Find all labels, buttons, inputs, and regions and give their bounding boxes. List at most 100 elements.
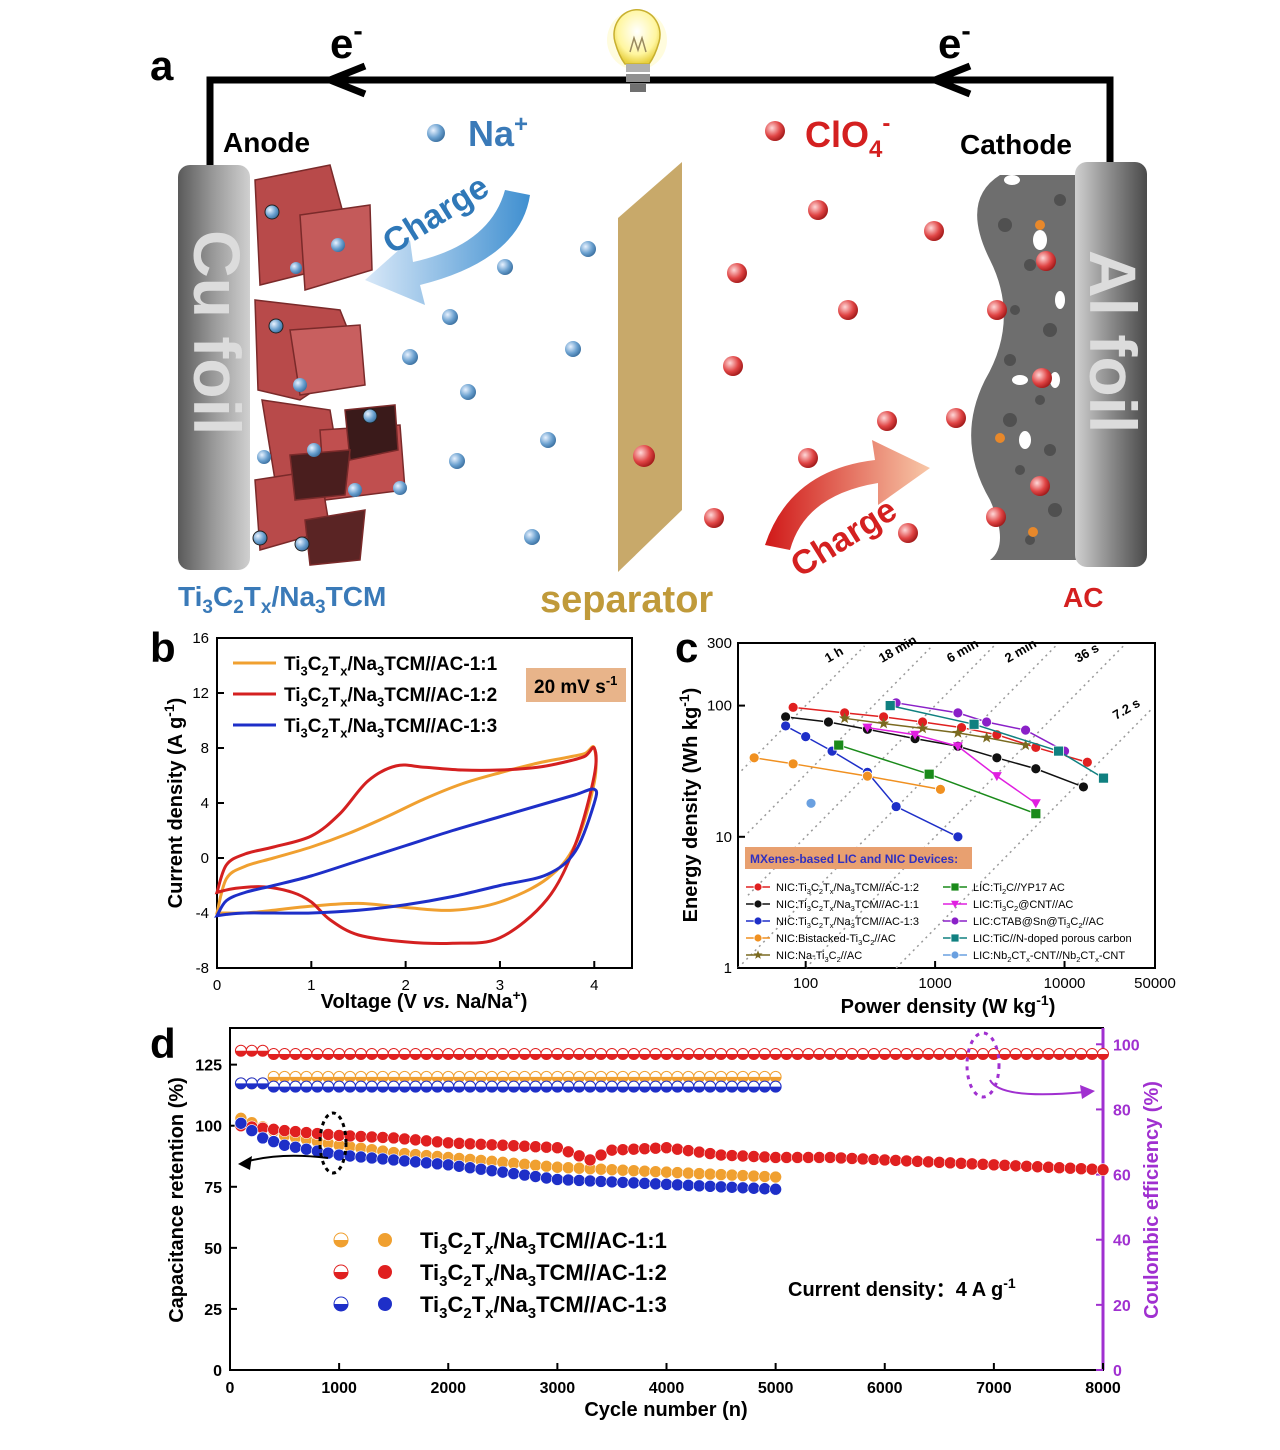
efficiency-point-fill [431, 1076, 443, 1083]
efficiency-point-fill [508, 1076, 520, 1083]
y-right-tick-label: 60 [1113, 1168, 1131, 1185]
retention-point [780, 1151, 793, 1164]
efficiency-point-fill [704, 1076, 716, 1083]
y-tick-label: 75 [204, 1180, 222, 1197]
retention-point [300, 1142, 313, 1156]
retention-point [529, 1170, 542, 1183]
y-tick-label: -4 [196, 905, 209, 922]
ac-orange-particles [995, 220, 1045, 537]
retention-point [987, 1158, 1001, 1172]
retention-point [638, 1177, 651, 1190]
efficiency-point-fill [661, 1086, 672, 1093]
retention-point [682, 1144, 695, 1157]
efficiency-point-fill [606, 1076, 618, 1083]
efficiency-point-fill [639, 1086, 651, 1093]
efficiency-point-fill [497, 1076, 509, 1083]
efficiency-point-fill [748, 1054, 760, 1060]
ragone-point [780, 711, 792, 723]
y-tick-label: 50 [204, 1241, 222, 1258]
efficiency-point-fill [573, 1076, 585, 1083]
panel-d-series [234, 1044, 1110, 1196]
efficiency-point-fill [726, 1076, 738, 1083]
efficiency-point-fill [715, 1054, 727, 1060]
efficiency-point-fill [246, 1083, 258, 1089]
legend-label: LIC:Ti3C2@CNT//AC [973, 899, 1073, 913]
retention-point [900, 1154, 913, 1168]
efficiency-point-fill [289, 1076, 301, 1083]
efficiency-point-fill [1042, 1054, 1054, 1060]
retention-point [594, 1148, 608, 1162]
legend-label: NIC:Ti3C2Tx/Na3TCM//AC-1:2 [776, 882, 919, 896]
efficiency-point-fill [977, 1054, 989, 1060]
efficiency-point-fill [235, 1050, 247, 1057]
retention-point [965, 1157, 979, 1171]
efficiency-point-fill [562, 1086, 574, 1093]
ragone-point [910, 730, 921, 740]
legend-label: Ti3C2Tx/Na3TCM//AC-1:2 [420, 1260, 667, 1290]
retention-point [747, 1150, 761, 1163]
retention-point [671, 1166, 684, 1179]
x-tick-label: 1000 [918, 975, 951, 992]
retention-point [769, 1182, 782, 1196]
anode-label: Anode [223, 127, 310, 158]
retention-point [1096, 1163, 1110, 1176]
efficiency-point-fill [835, 1054, 847, 1060]
retention-point [267, 1135, 280, 1148]
efficiency-point-fill [540, 1076, 552, 1083]
panel-d-legend: Ti3C2Tx/Na3TCM//AC-1:1Ti3C2Tx/Na3TCM//AC… [333, 1228, 667, 1322]
retention-point [332, 1129, 346, 1142]
efficiency-point-fill [311, 1086, 323, 1093]
retention-point [1085, 1162, 1099, 1176]
legend-swatch-marker [753, 933, 763, 943]
efficiency-point-fill [1064, 1054, 1076, 1060]
efficiency-point-fill [366, 1086, 378, 1093]
efficiency-point-fill [955, 1054, 967, 1060]
efficiency-point-fill [759, 1054, 771, 1060]
legend-label: NIC:Ti3C2Tx/Na3TCM//AC-1:1 [776, 899, 919, 913]
efficiency-arrow-icon [989, 1079, 1086, 1096]
retention-point [289, 1140, 302, 1154]
efficiency-point-fill [420, 1086, 432, 1093]
ragone-point [952, 726, 964, 738]
efficiency-point-fill [388, 1054, 400, 1060]
ragone-point [923, 768, 935, 780]
panel-c-letter: c [675, 624, 698, 671]
efficiency-point-fill [519, 1054, 531, 1060]
retention-point [572, 1161, 586, 1175]
retention-point [463, 1137, 477, 1151]
retention-point [354, 1150, 368, 1164]
efficiency-point-fill [410, 1086, 422, 1093]
efficiency-point-fill [802, 1054, 814, 1060]
retention-point [878, 1153, 892, 1167]
efficiency-point-fill [311, 1054, 323, 1060]
efficiency-point-fill [759, 1086, 771, 1093]
efficiency-point-fill [399, 1054, 411, 1060]
efficiency-point-fill [322, 1086, 334, 1093]
legend-swatch-marker [753, 882, 763, 892]
efficiency-point-fill [682, 1076, 694, 1083]
ragone-line [890, 704, 1104, 779]
y-tick-label: 100 [195, 1119, 222, 1136]
efficiency-point-fill [453, 1076, 465, 1083]
efficiency-point-fill [661, 1076, 672, 1083]
efficiency-point-fill [442, 1086, 454, 1093]
cathode-label: Cathode [960, 129, 1072, 160]
efficiency-point-fill [813, 1054, 825, 1060]
retention-point [703, 1179, 717, 1193]
efficiency-point-fill [639, 1076, 651, 1083]
clo4-ion-at-separator [633, 445, 655, 467]
y-tick-label: 1 [724, 960, 732, 977]
efficiency-point-fill [257, 1083, 269, 1089]
ragone-point [935, 783, 946, 795]
ragone-point [838, 712, 851, 724]
y-tick-label: 300 [707, 635, 732, 652]
efficiency-point-fill [1075, 1054, 1087, 1060]
retention-point [954, 1157, 968, 1170]
retention-point [583, 1174, 597, 1188]
efficiency-point-fill [410, 1054, 422, 1060]
ragone-point [991, 752, 1003, 764]
y-tick-label: 0 [201, 850, 209, 867]
efficiency-point-fill [453, 1086, 465, 1093]
electron-label-right: e- [938, 15, 971, 67]
